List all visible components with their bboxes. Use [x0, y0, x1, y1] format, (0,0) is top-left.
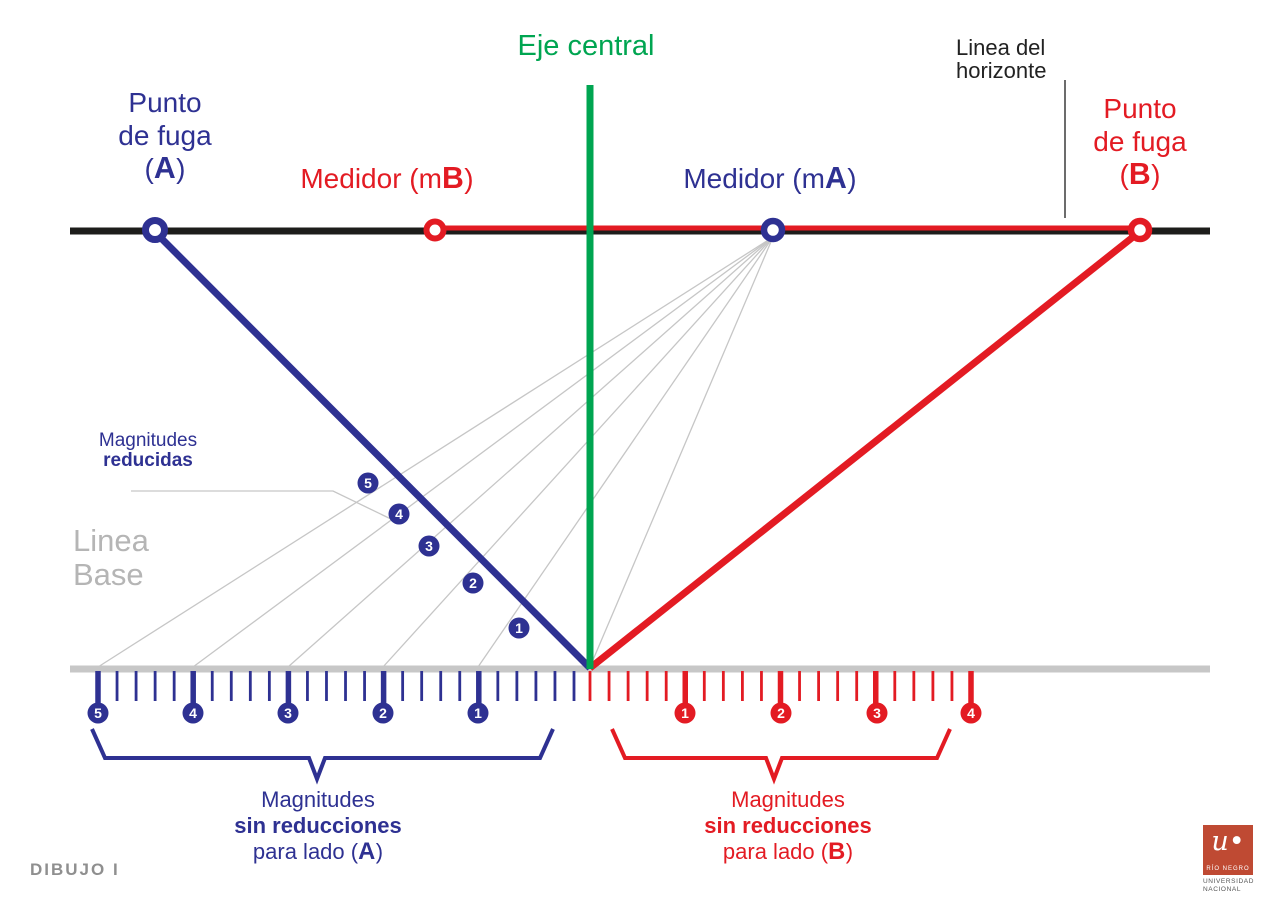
- central-axis-label: Eje central: [517, 30, 655, 62]
- base-magnitude-b-number: 4: [967, 705, 975, 721]
- paren-open: (: [1119, 159, 1129, 190]
- side-b-prefix: para lado (: [722, 839, 829, 864]
- measure-ray-to-2: [382, 236, 774, 668]
- horizon-line-label: Linea del horizonte: [956, 36, 1047, 82]
- reduced-magnitude-number: 3: [425, 538, 433, 554]
- medidor-ma-letter: A: [824, 162, 848, 195]
- reduced-magnitudes-label: Magnitudes reducidas: [58, 431, 238, 471]
- reduced-magnitude-circle: [462, 572, 484, 594]
- vanishing-point-b-line1: Punto: [1103, 93, 1177, 124]
- base-magnitude-b-number: 1: [681, 705, 689, 721]
- vanishing-point-b-line3: (B): [1040, 158, 1240, 191]
- base-magnitude-a-circle: [467, 702, 489, 724]
- reduced-magnitude-circle: [388, 503, 410, 525]
- base-magnitude-a-circle: [182, 702, 204, 724]
- receding-line-b: [587, 234, 1136, 671]
- logo-monogram: u•: [1211, 826, 1245, 857]
- reduced-magnitude-circle: [418, 535, 440, 557]
- base-magnitude-a-circle: [372, 702, 394, 724]
- medidor-ma-suffix: ): [847, 163, 857, 194]
- magnitudes-side-a-line1: Magnitudes: [261, 787, 375, 812]
- base-magnitude-b-circle: [770, 702, 792, 724]
- reduced-magnitudes-line2: reducidas: [103, 450, 193, 471]
- medidor-mb-suffix: ): [464, 163, 474, 194]
- reduced-magnitudes-callout: [131, 490, 396, 522]
- vanishing-point-b: [1127, 217, 1153, 243]
- reduced-magnitude-number: 1: [515, 620, 523, 636]
- vanishing-point-a-letter: A: [153, 152, 177, 185]
- reduced-magnitude-number: 4: [395, 506, 403, 522]
- reduced-magnitudes-line1: Magnitudes: [98, 430, 198, 451]
- reduced-magnitude-number: 2: [469, 575, 477, 591]
- measure-ray-to-3: [287, 236, 774, 668]
- paren-close: ): [1151, 159, 1161, 190]
- base-magnitude-b-number: 3: [873, 705, 881, 721]
- medidor-mb-prefix: Medidor (m: [300, 163, 442, 194]
- reduced-magnitude-circle: [357, 472, 379, 494]
- medidor-ma-prefix: Medidor (m: [683, 163, 825, 194]
- base-line-label-line2: Base: [73, 557, 144, 592]
- paren-open: (: [144, 153, 154, 184]
- vanishing-point-b-letter: B: [1128, 158, 1152, 191]
- measuring-point-mb: [423, 218, 447, 242]
- base-magnitude-a-number: 3: [284, 705, 292, 721]
- university-name-line2: NACIONAL: [1203, 885, 1242, 893]
- vanishing-point-a-line2: de fuga: [118, 120, 212, 151]
- magnitudes-side-b-line2: sin reducciones: [704, 813, 872, 838]
- measure-ray-to-4: [192, 236, 774, 668]
- measure-ray-to-5: [97, 236, 774, 668]
- university-name-line1: UNIVERSIDAD: [1203, 878, 1255, 885]
- base-magnitude-a-circle: [277, 702, 299, 724]
- reduced-magnitude-circle: [508, 617, 530, 639]
- side-a-letter: A: [358, 838, 376, 865]
- reduced-magnitude-number: 5: [364, 475, 372, 491]
- base-magnitude-b-number: 2: [777, 705, 785, 721]
- vanishing-point-a-line3: (A): [65, 152, 265, 185]
- base-magnitude-a-number: 1: [474, 705, 482, 721]
- magnitudes-side-a-line3: para lado (A): [168, 839, 468, 865]
- base-magnitude-a-number: 5: [94, 705, 102, 721]
- course-title: DIBUJO I: [30, 860, 120, 879]
- measure-ray-to-1: [477, 236, 774, 668]
- vanishing-point-a: [142, 217, 168, 243]
- vanishing-point-b-line2: de fuga: [1093, 126, 1187, 157]
- side-b-suffix: ): [845, 839, 854, 864]
- base-line-label: Linea Base: [73, 524, 149, 592]
- vanishing-point-a-line1: Punto: [128, 87, 202, 118]
- magnitudes-side-b-label: Magnitudes sin reducciones para lado (B): [638, 787, 938, 865]
- vanishing-point-a-label: Punto de fuga (A): [65, 86, 265, 185]
- receding-line-a: [159, 236, 593, 671]
- side-b-letter: B: [828, 838, 846, 865]
- horizon-line-label-line2: horizonte: [956, 58, 1047, 83]
- measure-ray-to-0: [589, 236, 774, 668]
- medidor-mb-letter: B: [441, 162, 465, 195]
- magnitudes-side-b-line1: Magnitudes: [731, 787, 845, 812]
- side-a-prefix: para lado (: [252, 839, 359, 864]
- magnitudes-side-a-line2: sin reducciones: [234, 813, 402, 838]
- base-magnitude-b-circle: [866, 702, 888, 724]
- base-magnitude-b-circle: [960, 702, 982, 724]
- base-magnitude-b-circle: [674, 702, 696, 724]
- magnitudes-side-a-label: Magnitudes sin reducciones para lado (A): [168, 787, 468, 865]
- measuring-point-ma-label: Medidor (mA): [648, 162, 892, 195]
- base-line-label-line1: Linea: [73, 523, 149, 558]
- base-magnitude-a-number: 4: [189, 705, 197, 721]
- brace-a: [90, 728, 555, 785]
- vanishing-point-b-label: Punto de fuga (B): [1040, 92, 1240, 191]
- paren-close: ): [176, 153, 186, 184]
- university-name: UNIVERSIDAD NACIONAL: [1203, 878, 1263, 893]
- measuring-point-mb-label: Medidor (mB): [265, 162, 509, 195]
- base-magnitude-a-circle: [87, 702, 109, 724]
- logo-name: RÍO NEGRO: [1206, 866, 1250, 872]
- university-logo: u• RÍO NEGRO: [1203, 825, 1253, 875]
- brace-b: [610, 728, 952, 785]
- side-a-suffix: ): [375, 839, 384, 864]
- magnitudes-side-b-line3: para lado (B): [638, 839, 938, 865]
- measuring-point-ma: [760, 217, 786, 243]
- base-magnitude-a-number: 2: [379, 705, 387, 721]
- horizon-line-label-line1: Linea del: [956, 35, 1046, 60]
